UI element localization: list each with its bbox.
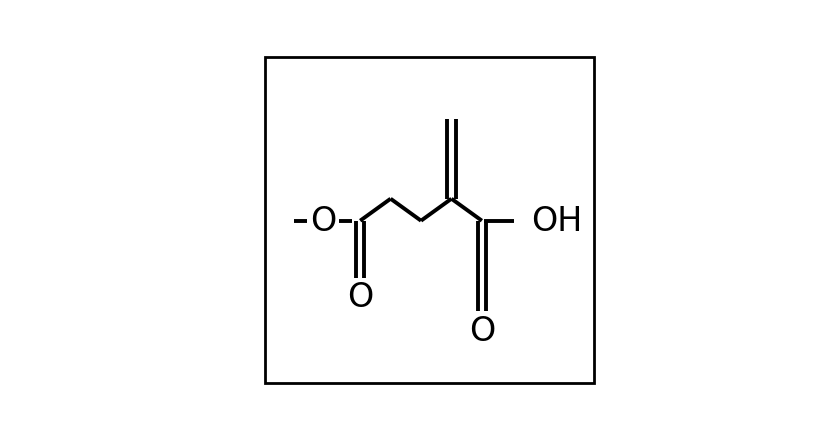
- Text: O: O: [468, 314, 495, 347]
- Text: O: O: [347, 281, 373, 314]
- Text: OH: OH: [531, 205, 582, 238]
- Text: O: O: [310, 205, 336, 238]
